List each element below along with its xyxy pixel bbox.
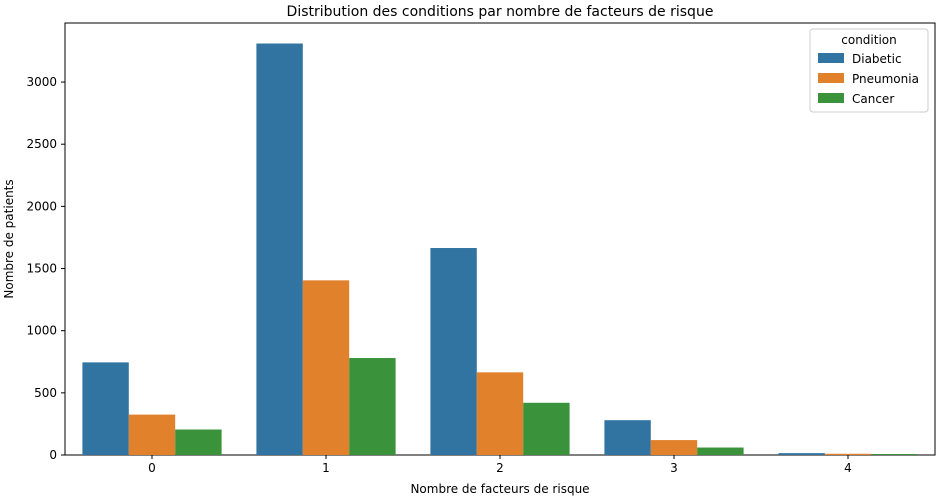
legend: condition Diabetic Pneumonia Cancer <box>809 28 929 113</box>
bar-diabetic-3 <box>604 420 651 455</box>
bar-cancer-2 <box>523 402 570 455</box>
bar-diabetic-2 <box>430 248 477 455</box>
y-axis-label: Nombre de patients <box>2 179 16 298</box>
legend-label-pneumonia: Pneumonia <box>852 72 919 86</box>
bar-cancer-3 <box>697 447 744 455</box>
bars-group <box>82 43 918 455</box>
x-axis-label: Nombre de facteurs de risque <box>410 482 589 496</box>
y-tick-label: 500 <box>34 386 57 400</box>
legend-swatch-cancer <box>818 93 844 103</box>
chart-title: Distribution des conditions par nombre d… <box>287 4 714 20</box>
y-axis: 0 500 1000 1500 2000 2500 3000 <box>26 75 65 462</box>
bar-diabetic-1 <box>256 43 303 455</box>
y-tick-label: 1000 <box>26 324 57 338</box>
y-tick-label: 3000 <box>26 75 57 89</box>
bar-pneumonia-4 <box>824 453 872 455</box>
bar-cancer-4 <box>871 454 918 455</box>
legend-swatch-pneumonia <box>818 73 844 83</box>
legend-swatch-diabetic <box>818 53 844 63</box>
bar-cancer-0 <box>175 429 222 455</box>
y-tick-label: 1500 <box>26 262 57 276</box>
bar-pneumonia-1 <box>302 280 350 455</box>
legend-box <box>809 28 929 113</box>
bar-diabetic-0 <box>82 362 129 455</box>
bar-diabetic-4 <box>778 453 825 455</box>
legend-title: condition <box>841 33 896 47</box>
x-tick-label: 0 <box>148 461 156 475</box>
y-tick-label: 0 <box>49 448 57 462</box>
bar-cancer-1 <box>349 358 396 455</box>
x-tick-label: 3 <box>670 461 678 475</box>
x-tick-label: 4 <box>844 461 852 475</box>
legend-label-cancer: Cancer <box>852 92 894 106</box>
y-tick-label: 2000 <box>26 199 57 213</box>
legend-label-diabetic: Diabetic <box>852 52 902 66</box>
x-tick-label: 1 <box>322 461 330 475</box>
x-axis: 0 1 2 3 4 <box>148 455 852 475</box>
y-tick-label: 2500 <box>26 137 57 151</box>
bar-pneumonia-0 <box>128 414 176 455</box>
x-tick-label: 2 <box>496 461 504 475</box>
bar-pneumonia-2 <box>476 372 524 455</box>
bar-pneumonia-3 <box>650 440 698 455</box>
